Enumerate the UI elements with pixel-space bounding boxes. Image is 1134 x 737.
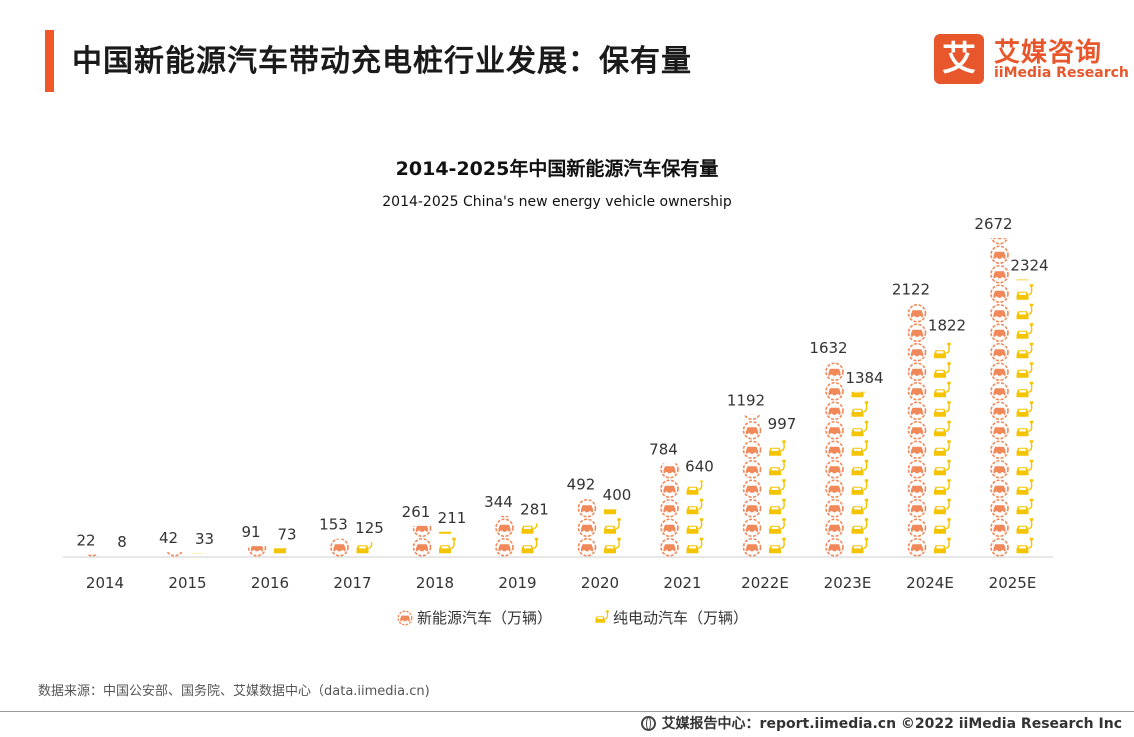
data-label: 153 <box>319 516 348 534</box>
bar-ev-2019: 281 <box>520 500 549 554</box>
x-tick-label: 2021 <box>663 574 701 592</box>
legend-label: 新能源汽车（万辆） <box>417 609 552 627</box>
x-tick-label: 2022E <box>741 574 789 592</box>
data-label: 640 <box>685 458 714 476</box>
chart-bars: 22 8 42 33 91 73 153 125 261 211 344 281 492 400 784 64… <box>76 215 1049 557</box>
bar-ev-2015: 33 <box>191 530 214 554</box>
data-label: 281 <box>520 500 549 518</box>
bar-nev-2023E: 1632 <box>809 339 848 557</box>
data-label: 8 <box>117 533 127 551</box>
bar-ev-2021: 640 <box>685 458 714 554</box>
data-label: 42 <box>159 529 178 547</box>
data-label: 2672 <box>974 215 1012 233</box>
bar-nev-2025E: 2672 <box>974 215 1013 557</box>
bar-nev-2015: 42 <box>159 529 183 557</box>
data-label: 784 <box>649 440 678 458</box>
footer-text: 艾媒报告中心：report.iimedia.cn ©2022 iiMedia R… <box>661 716 1122 732</box>
legend-item: 纯电动汽车（万辆） <box>595 609 748 627</box>
chart-title: 2014-2025年中国新能源汽车保有量 <box>396 157 719 180</box>
title-accent-bar <box>45 30 54 92</box>
bar-nev-2020: 492 <box>567 475 597 557</box>
x-tick-label: 2025E <box>989 574 1037 592</box>
data-label: 2324 <box>1010 257 1048 275</box>
bar-nev-2018: 261 <box>402 503 432 557</box>
legend-item: 新能源汽车（万辆） <box>397 609 552 627</box>
logo-name-cn: 艾媒咨询 <box>994 38 1103 68</box>
bar-ev-2022E: 997 <box>768 415 797 554</box>
bar-nev-2017: 153 <box>319 516 349 557</box>
logo-name-en: iiMedia Research <box>994 65 1129 81</box>
data-label: 91 <box>241 523 260 541</box>
data-label: 33 <box>195 530 214 548</box>
globe-icon <box>640 715 656 731</box>
x-tick-label: 2023E <box>824 574 872 592</box>
legend-label: 纯电动汽车（万辆） <box>613 609 748 627</box>
data-label: 2122 <box>892 281 930 299</box>
data-label: 1632 <box>809 339 847 357</box>
x-tick-label: 2015 <box>168 574 206 592</box>
footer: 艾媒报告中心：report.iimedia.cn ©2022 iiMedia R… <box>640 713 1122 733</box>
data-label: 400 <box>603 486 632 504</box>
charging-car-icon <box>595 610 609 623</box>
data-label: 997 <box>768 415 797 433</box>
bar-ev-2016: 73 <box>274 525 297 554</box>
chart-legend: 新能源汽车（万辆） 纯电动汽车（万辆） <box>397 609 748 627</box>
data-label: 22 <box>76 531 95 549</box>
data-label: 1192 <box>727 392 765 410</box>
x-tick-label: 2016 <box>251 574 289 592</box>
data-label: 73 <box>277 525 296 543</box>
data-label: 492 <box>567 475 596 493</box>
bar-ev-2014: 8 <box>117 533 127 551</box>
bar-nev-2024E: 2122 <box>892 281 930 557</box>
bar-ev-2020: 400 <box>603 486 632 554</box>
iimedia-logo: 艾 艾媒咨询 iiMedia Research <box>934 32 1129 86</box>
pictogram-bar-chart: 2014-2025年中国新能源汽车保有量 2014-2025 China's n… <box>63 157 1053 627</box>
bar-ev-2017: 125 <box>355 519 384 554</box>
bar-nev-2021: 784 <box>649 440 679 557</box>
x-tick-label: 2020 <box>581 574 619 592</box>
car-icon <box>397 610 413 626</box>
x-tick-label: 2017 <box>333 574 371 592</box>
data-label: 1384 <box>845 369 883 387</box>
bar-ev-2024E: 1822 <box>928 316 966 554</box>
bar-ev-2025E: 2324 <box>1010 257 1049 554</box>
x-tick-label: 2024E <box>906 574 954 592</box>
bar-ev-2018: 211 <box>438 509 467 554</box>
data-label: 344 <box>484 493 513 511</box>
data-label: 1822 <box>928 316 966 334</box>
data-label: 211 <box>438 509 467 527</box>
x-tick-label: 2019 <box>498 574 536 592</box>
bar-nev-2016: 91 <box>241 523 267 557</box>
data-label: 261 <box>402 503 431 521</box>
page-title: 中国新能源汽车带动充电桩行业发展：保有量 <box>72 44 692 79</box>
data-label: 125 <box>355 519 384 537</box>
chart-subtitle: 2014-2025 China's new energy vehicle own… <box>382 194 732 210</box>
bar-nev-2019: 344 <box>484 493 514 557</box>
x-tick-label: 2014 <box>86 574 124 592</box>
bar-nev-2022E: 1192 <box>727 392 765 557</box>
logo-mark: 艾 <box>934 34 984 84</box>
footer-divider <box>0 711 1134 712</box>
bar-ev-2023E: 1384 <box>845 369 884 554</box>
data-source-note: 数据来源：中国公安部、国务院、艾媒数据中心（data.iimedia.cn) <box>38 684 430 699</box>
bar-nev-2014: 22 <box>76 531 98 557</box>
x-tick-label: 2018 <box>416 574 454 592</box>
x-tick-labels: 2014 2015 2016 2017 2018 2019 2020 2021 2022E 202… <box>86 574 1036 592</box>
